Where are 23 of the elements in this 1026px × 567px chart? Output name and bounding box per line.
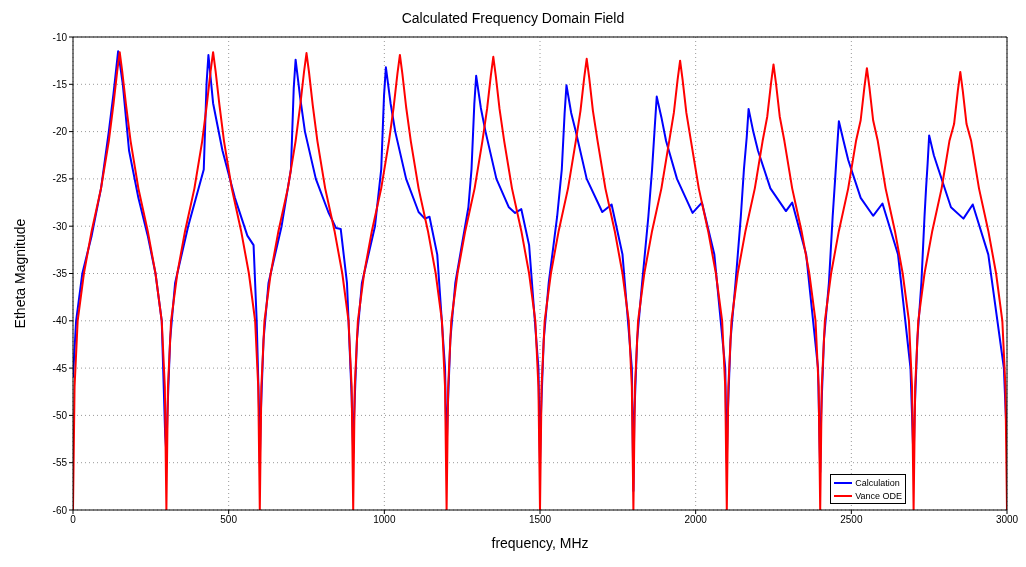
x-tick-label: 3000	[995, 514, 1019, 526]
y-tick-label: -60	[52, 504, 68, 516]
x-tick-label: 2000	[684, 514, 708, 526]
y-tick-label: -55	[52, 457, 68, 469]
y-tick-label: -40	[52, 315, 68, 327]
legend-label: Vance ODE	[855, 490, 902, 501]
x-tick-label: 500	[220, 514, 238, 526]
y-axis-title: Etheta Magnitude	[11, 218, 28, 329]
y-tick-label: -30	[52, 220, 68, 232]
x-tick-label: 1500	[528, 514, 552, 526]
chart-title: Calculated Frequency Domain Field	[400, 9, 626, 28]
y-tick-label: -10	[52, 31, 68, 43]
y-tick-label: -35	[52, 268, 68, 280]
x-tick-label: 0	[70, 514, 77, 526]
y-tick-label: -25	[52, 173, 68, 185]
x-axis-title: frequency, MHz	[491, 535, 589, 551]
x-tick-label: 2500	[840, 514, 863, 526]
x-tick-label: 1000	[373, 514, 396, 526]
legend-label: Calculation	[855, 477, 900, 488]
y-tick-label: -15	[52, 78, 68, 90]
y-tick-label: -50	[52, 409, 68, 421]
y-tick-label: -20	[52, 126, 68, 138]
y-tick-label: -45	[52, 362, 68, 374]
